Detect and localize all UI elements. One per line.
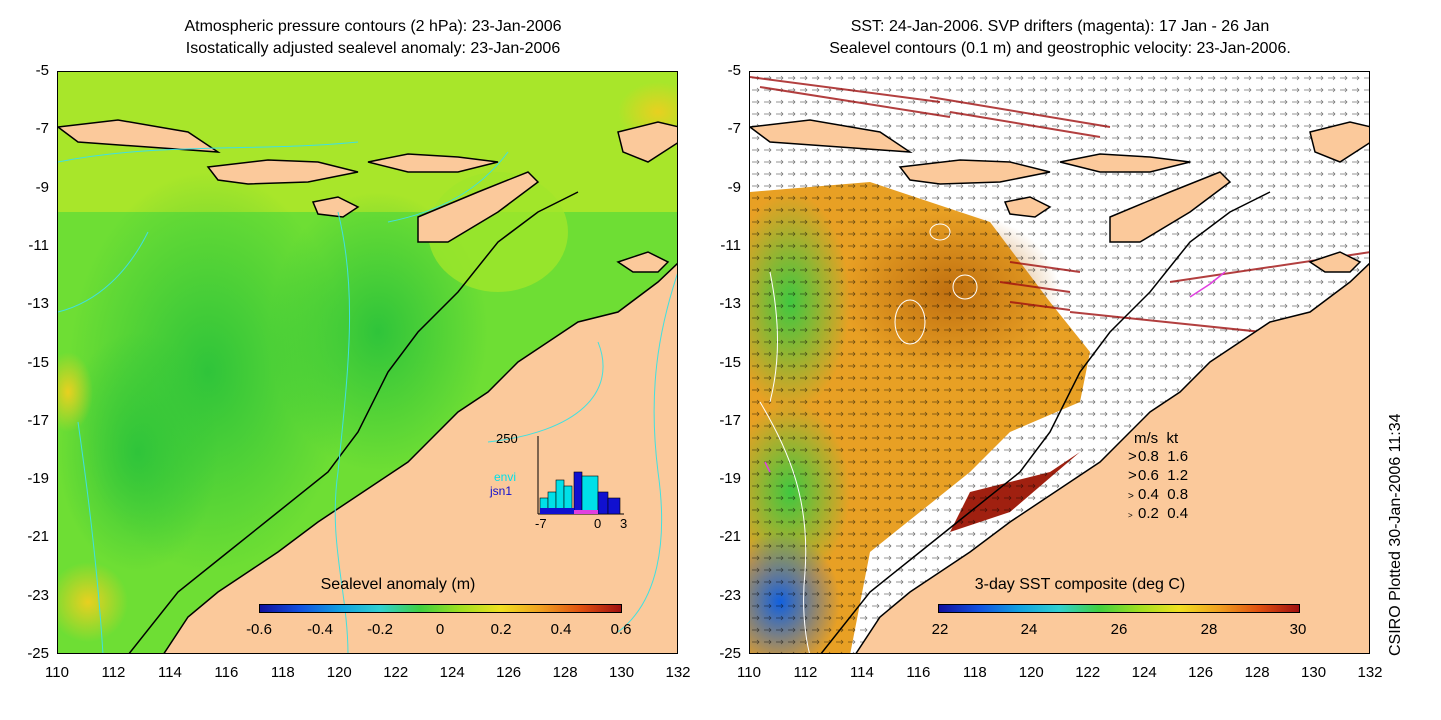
sealevel-colorbar-label: 0.6 <box>610 621 632 638</box>
right-lon-tick-label: 114 <box>849 664 874 681</box>
left-lon-tick-label: 130 <box>609 664 635 681</box>
histogram-xlabel-min: -7 <box>535 516 547 531</box>
right-title-line2: Sealevel contours (0.1 m) and geostrophi… <box>829 40 1291 57</box>
right-lat-tick-label: -19 <box>719 470 741 488</box>
right-lon-tick-label: 112 <box>793 664 818 681</box>
left-lat-tick-label: -23 <box>27 586 49 604</box>
left-lat-tick-label: -25 <box>27 645 49 662</box>
track-histogram <box>537 436 624 515</box>
left-lon-tick-label: 122 <box>383 664 409 681</box>
left-lat-tick-label: -9 <box>35 178 49 196</box>
sst-colorbar-label: 26 <box>1110 621 1128 638</box>
sealevel-anomaly-field <box>58 72 677 653</box>
right-lon-tick-label: 120 <box>1018 664 1044 681</box>
arrow-icon: > <box>1128 491 1134 502</box>
arrow-icon: > <box>1128 467 1137 484</box>
sealevel-colorbar-label: 0 <box>435 621 445 638</box>
right-lat-tick-label: -21 <box>719 528 741 546</box>
right-lat-tick-label: -15 <box>719 353 741 371</box>
left-lat-tick-label: -17 <box>27 411 49 429</box>
velocity-legend-row: >0.4 0.8 <box>1128 486 1189 503</box>
left-lon-tick-label: 114 <box>157 664 182 681</box>
right-lat-tick-label: -23 <box>719 586 741 604</box>
sst-colorbar-label: 22 <box>931 621 949 638</box>
histogram-xlabel-zero: 0 <box>594 516 602 531</box>
left-lon-tick-label: 132 <box>665 664 691 681</box>
sst-colorbar-label: 30 <box>1289 621 1307 638</box>
histogram-legend-envi: envi <box>494 470 517 484</box>
right-lat-tick-label: -9 <box>727 178 741 196</box>
sst-field <box>750 72 1369 653</box>
left-lon-tick-label: 112 <box>101 664 126 681</box>
left-lat-tick-label: -13 <box>27 295 49 313</box>
right-lat-tick-label: -25 <box>719 645 741 662</box>
sst-colorbar-label: 24 <box>1020 621 1038 638</box>
left-lat-tick-label: -7 <box>35 120 49 138</box>
right-lon-tick-label: 132 <box>1357 664 1383 681</box>
velocity-legend-header: m/s kt <box>1134 430 1178 447</box>
left-lon-tick-label: 110 <box>45 664 69 681</box>
arrow-icon: > <box>1128 448 1137 465</box>
right-lat-tick-label: -5 <box>727 62 741 79</box>
sealevel-colorbar <box>259 604 622 613</box>
right-lon-tick-label: 130 <box>1301 664 1327 681</box>
left-title-line1: Atmospheric pressure contours (2 hPa): 2… <box>184 18 562 35</box>
right-lon-tick-label: 118 <box>962 664 987 681</box>
left-lat-tick-label: -11 <box>28 236 49 254</box>
sealevel-anomaly-map[interactable]: 250 envi jsn1 -7 0 3 Sealevel anomaly (m… <box>57 71 678 654</box>
right-lat-tick-label: -17 <box>719 411 741 429</box>
arrow-icon: > <box>1128 511 1133 520</box>
right-lon-tick-label: 122 <box>1075 664 1101 681</box>
histogram-legend-jsn1: jsn1 <box>490 484 513 498</box>
right-lon-tick-label: 126 <box>1188 664 1214 681</box>
left-lon-tick-label: 116 <box>214 664 239 681</box>
right-lon-tick-label: 128 <box>1244 664 1270 681</box>
left-lon-tick-label: 126 <box>496 664 522 681</box>
sst-colorbar-title: 3-day SST composite (deg C) <box>974 576 1186 593</box>
left-lat-tick-label: -19 <box>27 470 49 488</box>
left-title-line2: Isostatically adjusted sealevel anomaly:… <box>185 40 561 57</box>
right-lat-tick-label: -11 <box>720 236 741 254</box>
left-lat-tick-label: -21 <box>27 528 49 546</box>
sst-colorbar-label: 28 <box>1200 621 1218 638</box>
left-lon-tick-label: 120 <box>326 664 352 681</box>
sealevel-colorbar-label: -0.4 <box>307 621 333 638</box>
sealevel-colorbar-label: -0.6 <box>246 621 272 638</box>
velocity-legend-ms-header: m/s <box>1134 430 1159 447</box>
sealevel-colorbar-label: 0.2 <box>490 621 512 638</box>
velocity-legend-row: >0.2 0.4 <box>1128 505 1189 522</box>
left-lon-tick-label: 124 <box>439 664 465 681</box>
left-lon-tick-label: 128 <box>552 664 578 681</box>
sst-map[interactable]: m/s kt >0.8 1.6 >0.6 1.2 >0.4 0.8 >0.2 0… <box>749 71 1370 654</box>
histogram-xlabel-max: 3 <box>620 516 628 531</box>
left-lat-tick-label: -15 <box>27 353 49 371</box>
velocity-legend-row: >0.6 1.2 <box>1128 467 1189 484</box>
right-lat-tick-label: -7 <box>727 120 741 138</box>
sealevel-colorbar-label: 0.4 <box>550 621 572 638</box>
histogram-ymax-label: 250 <box>496 431 518 446</box>
left-lat-tick-label: -5 <box>35 62 49 79</box>
right-lon-tick-label: 124 <box>1131 664 1157 681</box>
plot-credit: CSIRO Plotted 30-Jan-2006 11:34 <box>1387 413 1404 656</box>
sealevel-colorbar-title: Sealevel anomaly (m) <box>320 576 476 593</box>
right-lon-tick-label: 110 <box>737 664 761 681</box>
velocity-legend-row: >0.8 1.6 <box>1128 448 1189 465</box>
right-title-line1: SST: 24-Jan-2006. SVP drifters (magenta)… <box>850 18 1270 35</box>
right-lon-tick-label: 116 <box>906 664 931 681</box>
left-lon-tick-label: 118 <box>270 664 295 681</box>
right-lat-tick-label: -13 <box>719 295 741 313</box>
sealevel-colorbar-label: -0.2 <box>367 621 393 638</box>
velocity-legend-kt-header: kt <box>1166 430 1179 447</box>
sst-colorbar <box>938 604 1300 613</box>
